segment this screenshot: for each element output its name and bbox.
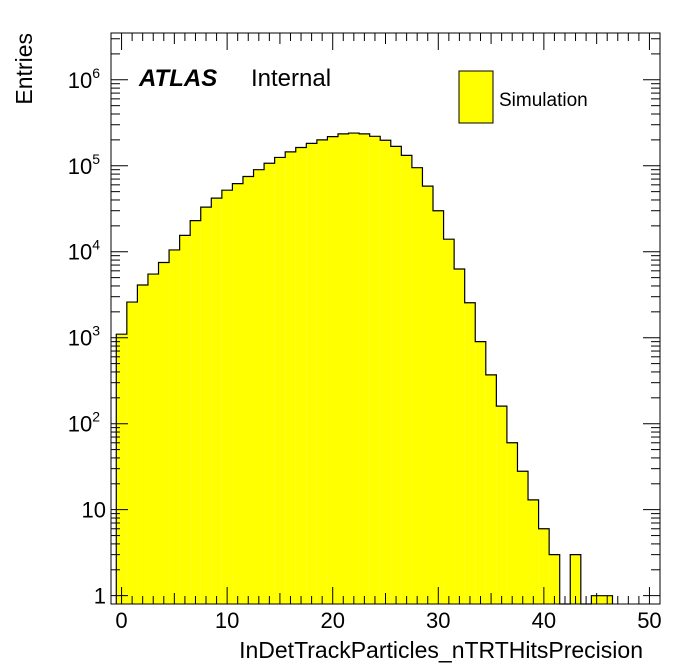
legend-swatch <box>458 70 494 124</box>
y-tick-labels: 1 10 102 103 104 105 106 <box>68 65 106 609</box>
histogram-bar <box>253 169 265 604</box>
histogram-bar <box>359 133 370 605</box>
histogram-bar <box>390 146 402 604</box>
histogram-bar <box>348 133 360 604</box>
histogram-bar <box>549 554 560 604</box>
y-tick-label: 106 <box>68 65 100 93</box>
x-tick-label: 0 <box>115 608 127 633</box>
histogram-bar <box>200 207 212 604</box>
histogram-bar <box>454 268 465 604</box>
x-tick-label: 20 <box>320 608 344 633</box>
histogram-bar <box>337 133 349 605</box>
histogram-bar <box>211 198 222 604</box>
x-tick-label: 40 <box>532 608 556 633</box>
histogram-outline <box>115 132 614 605</box>
histogram-bar <box>126 302 138 604</box>
histogram-bar <box>517 471 529 604</box>
histogram-bar <box>158 262 170 604</box>
histogram-bar <box>264 163 275 604</box>
histogram-bar <box>147 274 159 604</box>
histogram-bar <box>496 406 507 604</box>
histogram-bar <box>190 220 201 604</box>
histogram-bar <box>316 139 328 604</box>
histogram-bar <box>443 239 455 604</box>
histogram-bar <box>380 140 391 604</box>
histogram-bar <box>169 249 180 605</box>
histogram-bar <box>179 235 191 605</box>
y-tick-label: 105 <box>68 151 100 179</box>
x-tick-label: 10 <box>215 608 239 633</box>
x-tick-labels: 0 10 20 30 40 50 <box>115 608 661 633</box>
x-axis-label: InDetTrackParticles_nTRTHitsPrecision <box>239 637 643 663</box>
histogram-bars <box>115 132 614 605</box>
histogram-bar <box>528 499 539 604</box>
histogram-bar <box>327 136 338 604</box>
histogram-bar <box>295 147 307 604</box>
histogram-bar <box>411 167 423 605</box>
y-tick-label: 104 <box>68 237 100 265</box>
y-tick-label: 102 <box>68 409 100 437</box>
x-tick-label: 50 <box>637 608 661 633</box>
histogram-bar <box>506 442 518 604</box>
y-tick-label: 103 <box>68 323 100 351</box>
histogram-bar <box>221 190 233 605</box>
histogram-bar <box>401 155 412 604</box>
legend-entry: Simulation <box>499 90 588 111</box>
histogram-bar <box>232 183 243 604</box>
histogram-bar <box>306 143 317 604</box>
histogram-bar <box>137 285 148 604</box>
histogram-bar <box>285 151 296 605</box>
histogram-bar <box>369 136 381 605</box>
histogram-bar <box>242 176 254 604</box>
y-tick-label: 1 <box>94 584 106 609</box>
atlas-label: ATLAS <box>138 65 217 92</box>
plot-frame <box>110 32 661 605</box>
histogram-bar <box>475 341 486 604</box>
histogram-bar <box>538 528 550 604</box>
histogram-bar <box>274 157 286 605</box>
internal-label: Internal <box>251 65 331 92</box>
y-axis-label: Entries <box>11 33 37 105</box>
legend: Simulation <box>458 70 588 124</box>
histogram-bar <box>570 554 581 604</box>
histogram-bar <box>422 186 434 605</box>
histogram-bar <box>464 302 476 604</box>
x-tick-label: 30 <box>426 608 450 633</box>
histogram-bar <box>433 210 444 604</box>
histogram-bar <box>116 334 127 604</box>
y-tick-label: 10 <box>82 498 106 523</box>
histogram-bar <box>485 374 497 604</box>
